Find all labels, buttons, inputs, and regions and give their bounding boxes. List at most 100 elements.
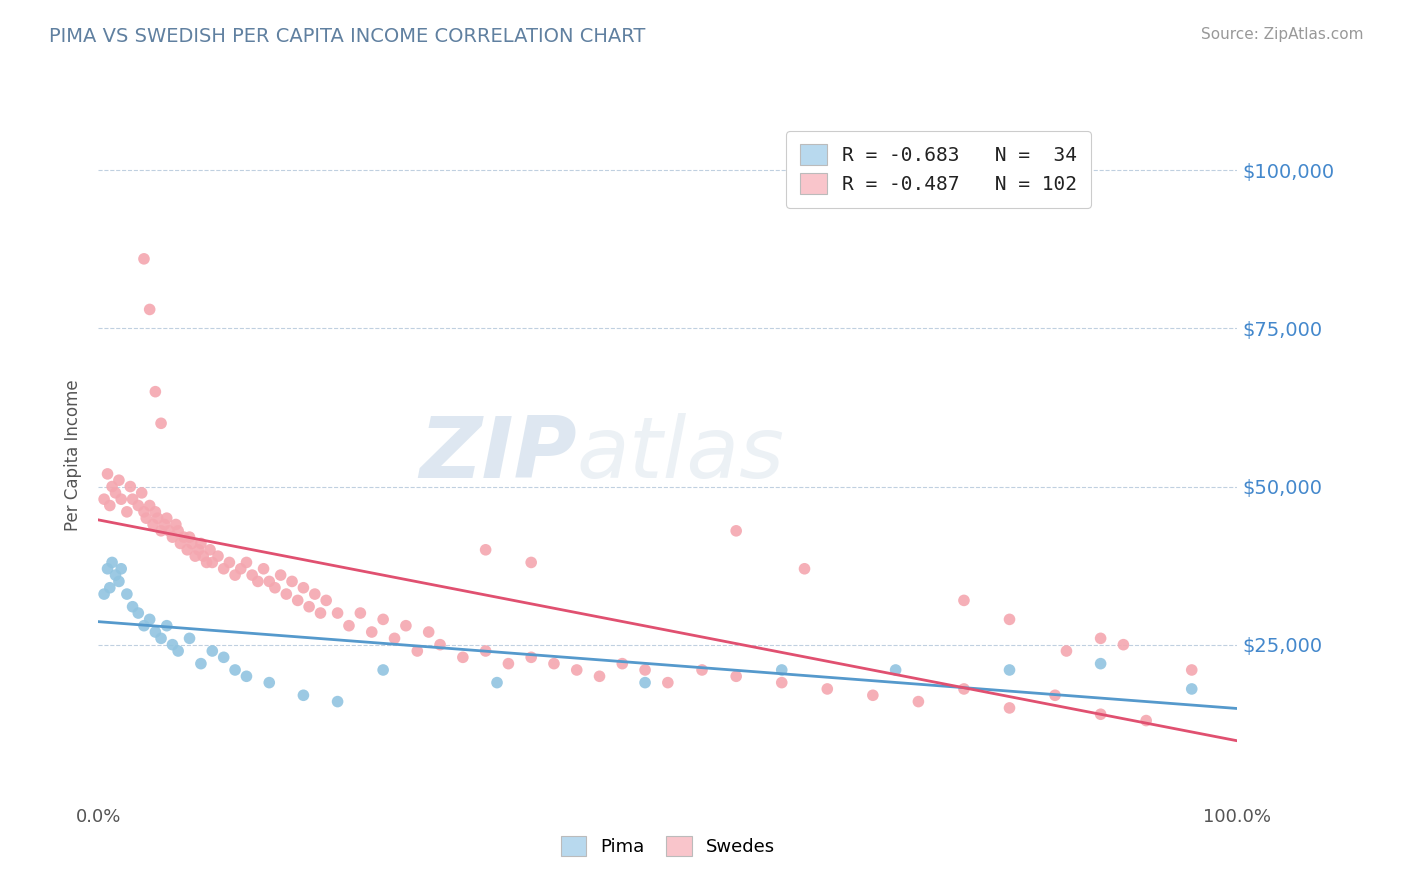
Point <box>240 568 263 582</box>
Point <box>142 517 165 532</box>
Text: ZIP: ZIP <box>419 413 576 497</box>
Point <box>138 499 160 513</box>
Point <box>93 492 115 507</box>
Point <box>110 492 132 507</box>
Point <box>1090 707 1112 722</box>
Point <box>127 606 149 620</box>
Point <box>145 625 167 640</box>
Point <box>201 556 224 570</box>
Point <box>474 542 496 557</box>
Point <box>1112 638 1135 652</box>
Point <box>179 530 201 544</box>
Point <box>998 612 1021 626</box>
Point <box>337 618 360 632</box>
Point <box>150 417 173 431</box>
Point <box>153 517 176 532</box>
Point <box>224 568 246 582</box>
Point <box>298 599 321 614</box>
Point <box>235 669 257 683</box>
Point <box>884 663 907 677</box>
Point <box>180 536 202 550</box>
Point <box>146 511 169 525</box>
Point <box>138 612 160 626</box>
Point <box>96 467 118 481</box>
Point <box>360 625 382 640</box>
Point <box>953 593 976 607</box>
Point <box>98 499 121 513</box>
Point <box>907 695 929 709</box>
Point <box>1043 688 1066 702</box>
Point <box>224 663 246 677</box>
Point <box>235 556 257 570</box>
Point <box>770 675 793 690</box>
Point <box>725 669 748 683</box>
Point <box>218 556 240 570</box>
Point <box>520 650 543 665</box>
Point <box>1181 663 1204 677</box>
Point <box>184 549 207 563</box>
Point <box>998 701 1021 715</box>
Point <box>429 638 451 652</box>
Point <box>259 574 281 589</box>
Point <box>120 479 142 493</box>
Point <box>1090 657 1112 671</box>
Point <box>326 695 349 709</box>
Point <box>474 644 496 658</box>
Point <box>309 606 332 620</box>
Point <box>498 657 520 671</box>
Point <box>395 618 418 632</box>
Point <box>193 549 215 563</box>
Point <box>486 675 509 690</box>
Point <box>135 511 157 525</box>
Point <box>304 587 326 601</box>
Point <box>634 663 657 677</box>
Point <box>150 632 173 646</box>
Point <box>246 574 269 589</box>
Point <box>173 530 195 544</box>
Point <box>1054 644 1078 658</box>
Point <box>384 632 406 646</box>
Point <box>657 675 679 690</box>
Point <box>187 542 209 557</box>
Point <box>212 650 235 665</box>
Point <box>418 625 440 640</box>
Point <box>690 663 713 677</box>
Point <box>104 486 127 500</box>
Point <box>156 511 179 525</box>
Point <box>93 587 115 601</box>
Point <box>1090 632 1112 646</box>
Point <box>108 473 131 487</box>
Point <box>451 650 474 665</box>
Point <box>157 524 180 538</box>
Point <box>276 587 298 601</box>
Point <box>815 681 838 696</box>
Point <box>207 549 229 563</box>
Point <box>793 562 815 576</box>
Point <box>195 556 218 570</box>
Point <box>862 688 884 702</box>
Point <box>179 632 201 646</box>
Point <box>252 562 274 576</box>
Point <box>292 688 315 702</box>
Point <box>121 492 143 507</box>
Point <box>165 517 187 532</box>
Text: Source: ZipAtlas.com: Source: ZipAtlas.com <box>1201 27 1364 42</box>
Point <box>406 644 429 658</box>
Point <box>1135 714 1157 728</box>
Point <box>138 302 160 317</box>
Point <box>101 479 124 493</box>
Point <box>167 524 190 538</box>
Point <box>127 499 149 513</box>
Point <box>281 574 304 589</box>
Point <box>259 675 281 690</box>
Point <box>612 657 634 671</box>
Point <box>1181 681 1204 696</box>
Point <box>287 593 309 607</box>
Point <box>162 638 184 652</box>
Point <box>162 530 184 544</box>
Point <box>101 556 124 570</box>
Point <box>588 669 610 683</box>
Y-axis label: Per Capita Income: Per Capita Income <box>65 379 83 531</box>
Point <box>998 663 1021 677</box>
Point <box>634 675 657 690</box>
